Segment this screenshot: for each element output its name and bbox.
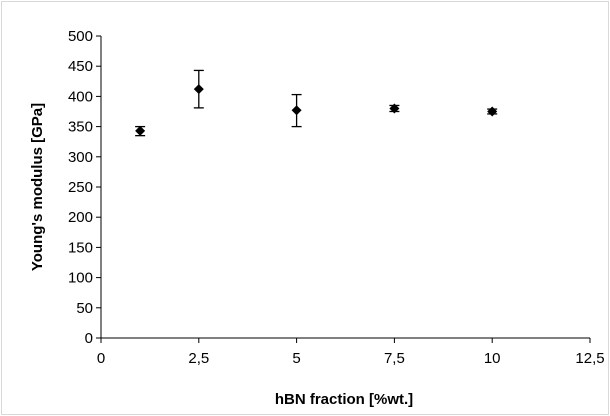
y-axis-title: Young's modulus [GPa] bbox=[29, 103, 46, 271]
y-tick-label: 50 bbox=[76, 300, 93, 317]
x-tick-label: 12,5 bbox=[575, 350, 604, 367]
y-tick-label: 150 bbox=[68, 239, 93, 256]
y-tick-label: 500 bbox=[68, 28, 93, 45]
data-point bbox=[487, 106, 498, 117]
y-tick-label: 400 bbox=[68, 88, 93, 105]
y-tick-label: 0 bbox=[85, 330, 93, 347]
y-axis-ticks: 0 50 100 150 200 250 300 350 400 450 500 bbox=[68, 28, 101, 347]
data-point bbox=[389, 103, 400, 114]
x-tick-label: 7,5 bbox=[384, 350, 405, 367]
axes bbox=[100, 36, 590, 339]
data-point bbox=[291, 105, 302, 116]
data-point bbox=[193, 84, 204, 95]
y-tick-label: 200 bbox=[68, 209, 93, 226]
y-tick-label: 300 bbox=[68, 149, 93, 166]
x-axis-ticks: 0 2,5 5 7,5 10 12,5 bbox=[97, 338, 605, 367]
data-point bbox=[135, 125, 146, 136]
y-tick-label: 100 bbox=[68, 270, 93, 287]
x-tick-label: 0 bbox=[97, 350, 105, 367]
error-bars bbox=[135, 69, 498, 137]
x-tick-label: 5 bbox=[292, 350, 300, 367]
data-points bbox=[135, 84, 498, 136]
y-tick-label: 350 bbox=[68, 119, 93, 136]
y-tick-label: 450 bbox=[68, 58, 93, 75]
x-axis-title: hBN fraction [%wt.] bbox=[275, 391, 413, 408]
x-tick-label: 10 bbox=[484, 350, 501, 367]
x-tick-label: 2,5 bbox=[188, 350, 209, 367]
y-tick-label: 250 bbox=[68, 179, 93, 196]
